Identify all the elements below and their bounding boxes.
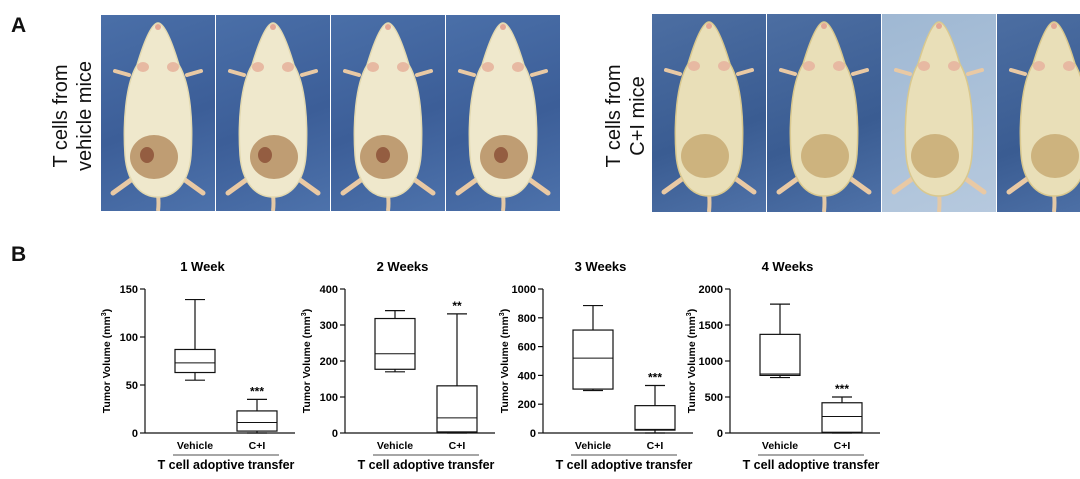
- y-tick-label: 100: [120, 332, 138, 344]
- box-iqr: [236, 410, 278, 432]
- ci-mice-photos: [652, 14, 1080, 212]
- significance-marker: **: [452, 299, 462, 313]
- x-category-label: C+I: [834, 440, 851, 452]
- chart-title: 3 Weeks: [575, 259, 627, 274]
- box-vehicle: [572, 304, 614, 392]
- significance-marker: ***: [648, 370, 662, 384]
- boxplot-3-weeks: 3 Weeks Tumor Volume (mm3) 0 200 400 600 800 10…: [499, 259, 693, 472]
- boxplot-1-week: 1 Week Tumor Volume (mm3) 0 50 100 150 Vehicle…: [101, 259, 295, 472]
- y-tick-label: 200: [518, 399, 536, 411]
- box-iqr: [174, 348, 216, 374]
- box-c-i: [821, 396, 863, 434]
- y-tick-label: 0: [132, 428, 138, 440]
- right-group-label: T cells from C+I mice: [602, 43, 650, 189]
- box-vehicle: [759, 303, 801, 379]
- box-vehicle: [374, 309, 416, 373]
- y-tick-label: 600: [518, 342, 536, 354]
- box-iqr: [759, 333, 801, 377]
- right-group-label-line1: T cells from: [603, 64, 625, 168]
- y-tick-label: 400: [320, 284, 338, 296]
- y-tick-label: 1500: [699, 320, 723, 332]
- box-iqr: [572, 329, 614, 390]
- right-group-label-line2: C+I mice: [627, 76, 649, 156]
- significance-marker: ***: [250, 384, 264, 398]
- x-axis-label: T cell adoptive transfer: [743, 458, 880, 472]
- y-tick-label: 1000: [512, 284, 536, 296]
- boxplot-4-weeks: 4 Weeks Tumor Volume (mm3) 0 500 1000 1500 200…: [686, 259, 880, 472]
- x-axis-label: T cell adoptive transfer: [556, 458, 693, 472]
- mouse-photo-ci-1: [652, 14, 766, 212]
- mouse-photo-ci-4: [997, 14, 1080, 212]
- box-iqr: [436, 385, 478, 433]
- left-group-label-line2: vehicle mice: [74, 60, 96, 172]
- x-category-label: Vehicle: [377, 440, 413, 452]
- chart-title: 4 Weeks: [762, 259, 814, 274]
- vehicle-mice-photos: [101, 15, 561, 211]
- y-tick-label: 500: [705, 392, 723, 404]
- panel-a-letter: A: [11, 14, 27, 37]
- y-axis-label: Tumor Volume (mm3): [101, 309, 113, 413]
- box-c-i: [436, 313, 478, 434]
- mouse-photo-ci-3: [882, 14, 996, 212]
- x-axis-label: T cell adoptive transfer: [358, 458, 495, 472]
- mouse-photo-vehicle-4: [446, 15, 560, 211]
- y-tick-label: 0: [530, 428, 536, 440]
- mouse-photo-ci-2: [767, 14, 881, 212]
- box-c-i: [634, 384, 676, 434]
- x-category-label: Vehicle: [575, 440, 611, 452]
- panel-b-letter: B: [11, 243, 27, 266]
- y-tick-label: 2000: [699, 284, 723, 296]
- y-axis-label: Tumor Volume (mm3): [499, 309, 511, 413]
- chart-title: 2 Weeks: [377, 259, 429, 274]
- left-group-label: T cells from vehicle mice: [49, 43, 97, 189]
- y-tick-label: 200: [320, 356, 338, 368]
- mouse-photo-vehicle-2: [216, 15, 330, 211]
- x-category-label: C+I: [249, 440, 266, 452]
- chart-title: 1 Week: [180, 259, 225, 274]
- x-category-label: Vehicle: [177, 440, 213, 452]
- mouse-photo-vehicle-1: [101, 15, 215, 211]
- box-iqr: [821, 402, 863, 433]
- y-tick-label: 100: [320, 392, 338, 404]
- mouse-photo-vehicle-3: [331, 15, 445, 211]
- y-tick-label: 400: [518, 370, 536, 382]
- x-category-label: C+I: [647, 440, 664, 452]
- x-axis-label: T cell adoptive transfer: [158, 458, 295, 472]
- left-group-label-line1: T cells from: [50, 64, 72, 168]
- boxplot-2-weeks: 2 Weeks Tumor Volume (mm3) 0 100 200 300 400 Ve…: [301, 259, 495, 472]
- significance-marker: ***: [835, 382, 849, 396]
- box-iqr: [634, 405, 676, 431]
- y-axis-label: Tumor Volume (mm3): [686, 309, 698, 413]
- y-tick-label: 50: [126, 380, 138, 392]
- y-tick-label: 150: [120, 284, 138, 296]
- y-tick-label: 0: [332, 428, 338, 440]
- x-category-label: C+I: [449, 440, 466, 452]
- y-tick-label: 0: [717, 428, 723, 440]
- y-axis-label: Tumor Volume (mm3): [301, 309, 313, 413]
- y-tick-label: 300: [320, 320, 338, 332]
- box-c-i: [236, 398, 278, 434]
- y-tick-label: 800: [518, 313, 536, 325]
- y-tick-label: 1000: [699, 356, 723, 368]
- x-category-label: Vehicle: [762, 440, 798, 452]
- box-iqr: [374, 317, 416, 370]
- box-vehicle: [174, 298, 216, 381]
